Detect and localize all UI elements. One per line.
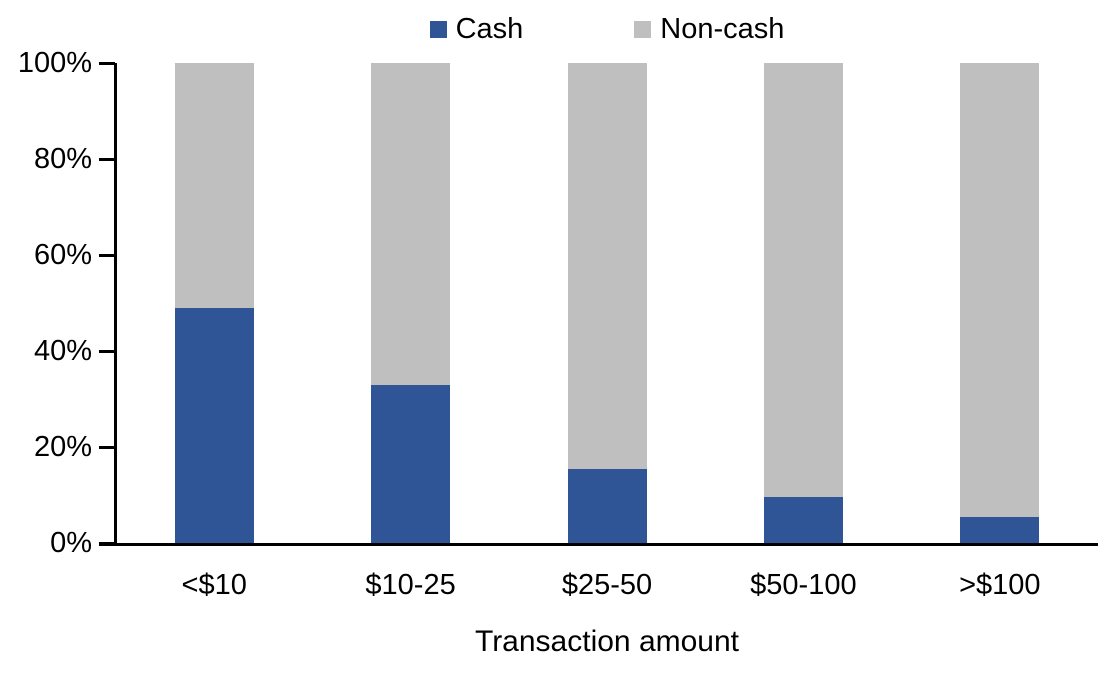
bar-segment-cash [567, 468, 647, 543]
x-axis-title: Transaction amount [474, 625, 740, 658]
bar-segment-cash [174, 307, 254, 543]
bar-segment-cash [371, 384, 451, 543]
legend-item-cash: Cash [429, 12, 524, 46]
y-tick-label: 20% [33, 431, 92, 463]
bar-segment-non-cash [567, 63, 647, 469]
y-tick [99, 349, 115, 353]
legend-label: Non-cash [660, 13, 785, 45]
bar-100 [960, 63, 1040, 543]
legend-item-non-cash: Non-cash [634, 12, 784, 46]
legend-swatch-cash [429, 20, 447, 38]
bar-segment-non-cash [763, 63, 843, 498]
legend-swatch-non-cash [634, 20, 652, 38]
legend: Cash Non-cash [116, 10, 1098, 48]
y-tick [99, 541, 115, 545]
bar-50-100 [763, 63, 843, 543]
y-tick [99, 157, 115, 161]
bar-25-50 [567, 63, 647, 543]
bar-segment-non-cash [960, 63, 1040, 517]
x-axis-line [99, 543, 1098, 546]
x-tick-label: $50-100 [750, 569, 857, 601]
y-tick-label: 60% [33, 239, 92, 271]
bar-segment-cash [763, 497, 843, 543]
y-tick [99, 445, 115, 449]
y-axis-line [114, 63, 117, 546]
x-tick-label: $10-25 [365, 569, 456, 601]
x-tick-label: >$100 [959, 569, 1041, 601]
y-tick-label: 40% [33, 335, 92, 367]
bar-segment-non-cash [174, 63, 254, 308]
bar-10 [174, 63, 254, 543]
x-tick-label: <$10 [181, 569, 247, 601]
y-tick [99, 253, 115, 257]
y-tick-label: 100% [17, 47, 92, 79]
x-tick-label: $25-50 [561, 569, 653, 601]
y-tick-label: 80% [33, 143, 92, 175]
y-tick [99, 61, 115, 65]
y-tick-label: 0% [50, 527, 92, 559]
bar-10-25 [371, 63, 451, 543]
bar-segment-non-cash [371, 63, 451, 385]
bar-segment-cash [960, 516, 1040, 543]
legend-label: Cash [455, 13, 524, 45]
